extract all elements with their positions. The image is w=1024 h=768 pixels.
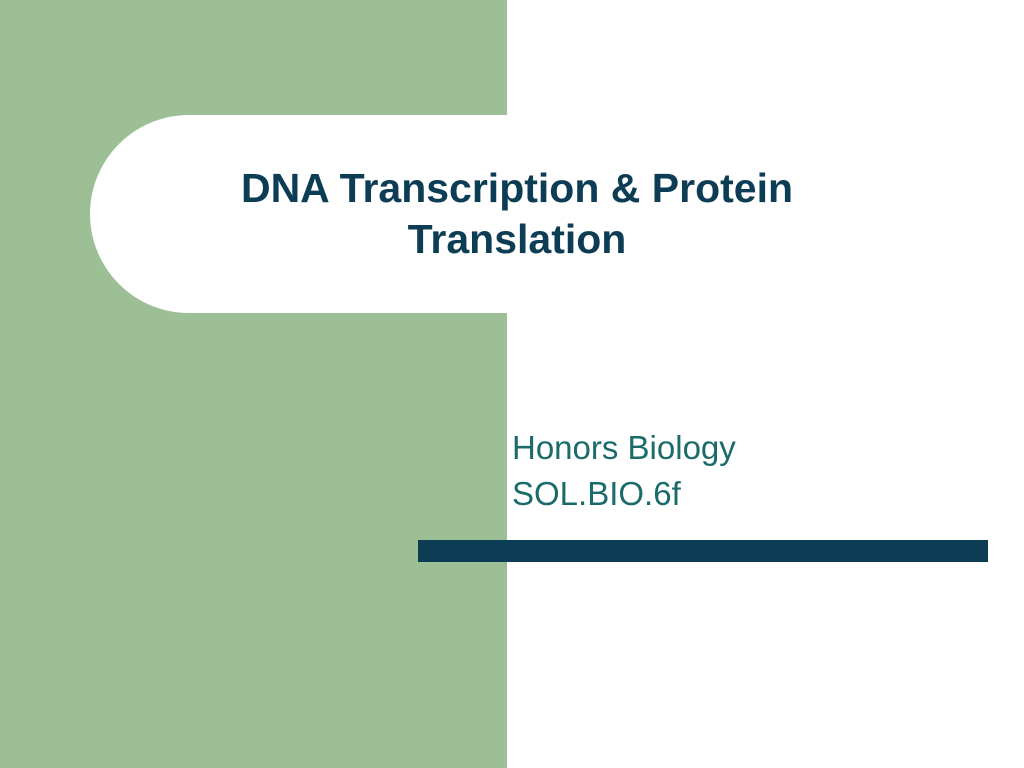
subtitle-line-1: Honors Biology (512, 425, 892, 471)
subtitle-container: Honors Biology SOL.BIO.6f (512, 425, 892, 517)
accent-bar (418, 540, 988, 562)
subtitle-line-2: SOL.BIO.6f (512, 471, 892, 517)
slide-title: DNA Transcription & Protein Translation (150, 163, 884, 266)
title-container: DNA Transcription & Protein Translation (90, 115, 924, 313)
